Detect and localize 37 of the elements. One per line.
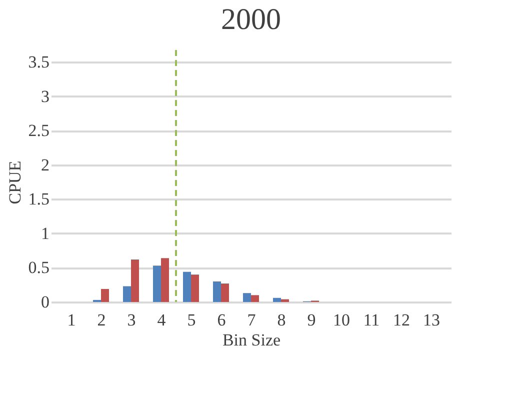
y-axis-title: CPUE	[5, 160, 24, 204]
bar	[213, 281, 221, 302]
y-tick-label: 1	[41, 224, 50, 243]
x-tick-label: 3	[127, 310, 136, 330]
y-tick-label: 2	[41, 155, 50, 174]
y-tick-label: 0	[41, 292, 50, 312]
bar	[131, 259, 139, 302]
y-tick-label: 0.5	[28, 258, 50, 278]
x-tick-label: 10	[333, 310, 350, 330]
x-tick-label: 7	[247, 310, 256, 330]
bar	[243, 293, 251, 302]
bar	[251, 295, 259, 302]
x-tick-label: 12	[393, 310, 410, 330]
y-tick-label: 1.5	[28, 190, 50, 209]
bar	[161, 258, 169, 302]
x-tick-label: 5	[187, 310, 196, 330]
x-tick-label: 4	[157, 310, 166, 330]
y-tick-label: 3	[41, 86, 50, 106]
x-tick-label: 1	[67, 310, 76, 330]
bar	[281, 299, 289, 302]
x-tick-label: 2	[97, 310, 106, 330]
x-tick-label: 8	[277, 310, 286, 330]
bar	[153, 266, 161, 302]
x-tick-label: 11	[363, 310, 380, 330]
y-tick-label: 3.5	[28, 52, 50, 72]
bar	[273, 298, 281, 302]
bar	[191, 274, 199, 302]
x-tick-label: 6	[217, 310, 226, 330]
x-tick-label: 13	[423, 310, 440, 330]
x-tick-label: 9	[307, 310, 316, 330]
bar	[221, 283, 229, 302]
bar	[123, 286, 131, 302]
y-tick-label: 2.5	[28, 121, 50, 140]
bar	[101, 288, 109, 302]
bar	[183, 272, 191, 302]
chart-title: 2000	[221, 3, 281, 36]
x-axis-title: Bin Size	[222, 330, 281, 350]
